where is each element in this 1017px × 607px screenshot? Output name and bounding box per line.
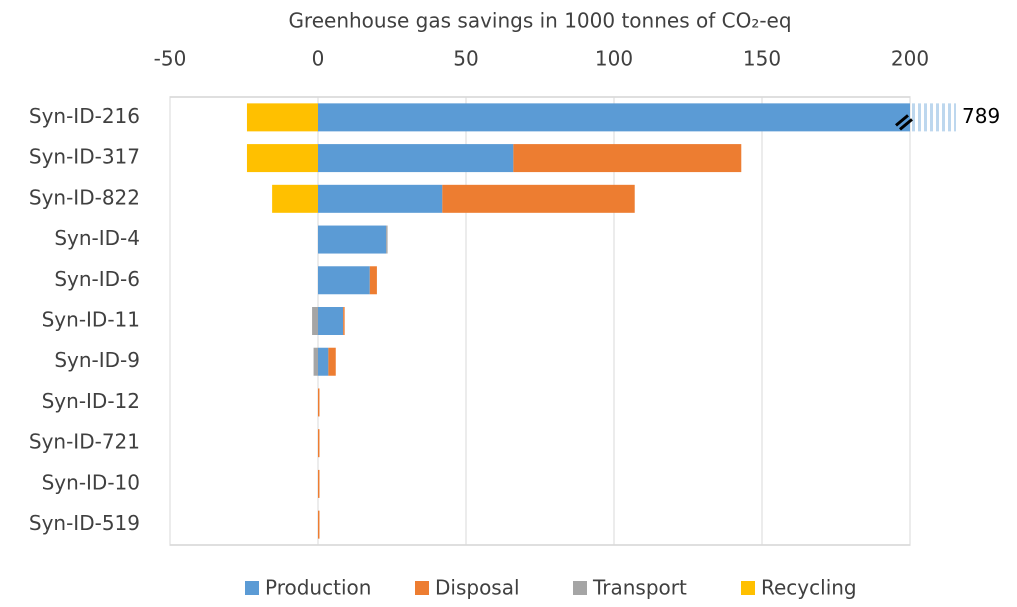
y-tick-label: Syn-ID-519	[29, 511, 140, 535]
break-mark	[899, 118, 913, 131]
bar	[312, 307, 318, 335]
x-tick-label: 50	[453, 47, 478, 71]
y-tick-label: Syn-ID-11	[42, 308, 140, 332]
x-tick-label: 0	[312, 47, 325, 71]
x-tick-label: 150	[743, 47, 781, 71]
legend-label: Disposal	[435, 576, 520, 600]
bar	[318, 388, 320, 417]
bar-break-extension	[910, 103, 956, 132]
legend-swatch	[573, 581, 587, 595]
bar	[442, 184, 635, 213]
bar	[318, 510, 320, 539]
legend-swatch	[741, 581, 755, 595]
bar	[272, 184, 318, 213]
y-tick-label: Syn-ID-9	[54, 348, 140, 372]
x-tick-label: 100	[595, 47, 633, 71]
y-tick-label: Syn-ID-6	[54, 267, 140, 291]
bar	[328, 347, 336, 376]
y-tick-label: Syn-ID-10	[42, 470, 140, 494]
bar	[318, 103, 910, 132]
x-tick-label: -50	[154, 47, 187, 71]
break-mark	[895, 114, 909, 127]
legend-label: Transport	[592, 576, 687, 600]
x-tick-label: 200	[891, 47, 929, 71]
bar	[246, 144, 318, 173]
y-tick-label: Syn-ID-12	[42, 389, 140, 413]
legend-swatch	[415, 581, 429, 595]
bar	[369, 266, 377, 295]
bar	[318, 184, 443, 213]
bar	[246, 103, 318, 132]
bar	[343, 307, 345, 335]
legend-label: Production	[265, 576, 371, 600]
y-tick-label: Syn-ID-216	[29, 104, 140, 128]
bar	[318, 429, 320, 458]
y-tick-label: Syn-ID-4	[54, 226, 140, 250]
bar	[313, 347, 318, 376]
bar	[318, 266, 370, 295]
y-tick-label: Syn-ID-822	[29, 185, 140, 209]
chart-title: Greenhouse gas savings in 1000 tonnes of…	[288, 9, 791, 33]
legend-label: Recycling	[761, 576, 857, 600]
bar	[318, 347, 329, 376]
data-label: 789	[962, 104, 1000, 128]
y-tick-label: Syn-ID-721	[29, 430, 140, 454]
legend-swatch	[245, 581, 259, 595]
bar	[513, 144, 742, 173]
y-tick-label: Syn-ID-317	[29, 145, 140, 169]
bar	[386, 225, 388, 254]
bar	[318, 144, 514, 173]
bar	[318, 469, 320, 498]
bar	[318, 307, 344, 335]
bar	[318, 225, 387, 254]
